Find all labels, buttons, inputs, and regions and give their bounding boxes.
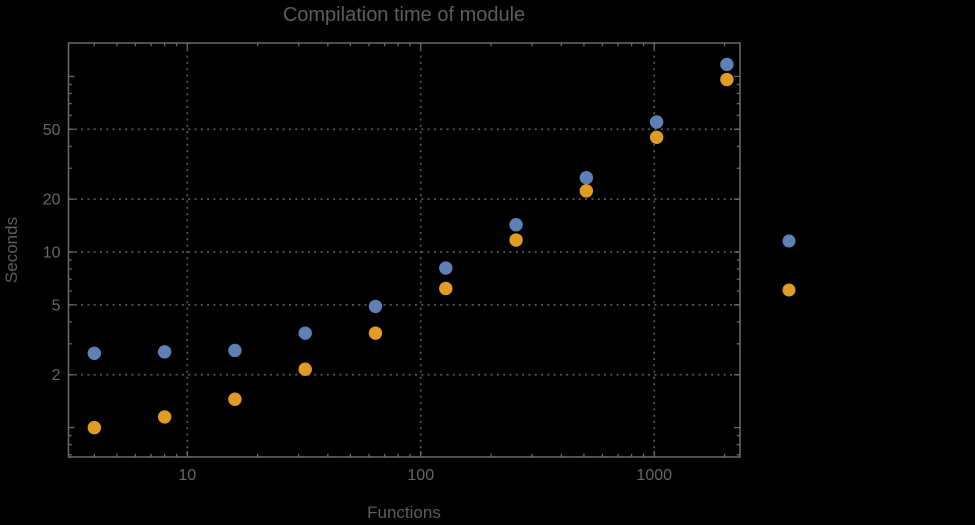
data-point-series-2-orange-x128 (439, 281, 453, 296)
plot-frame (67, 42, 741, 458)
x-tick-label-10: 10 (178, 467, 196, 484)
data-point-series-1-blue-x32 (298, 326, 312, 340)
y-tick-label-10: 10 (43, 245, 61, 262)
y-tick-label-2: 2 (52, 367, 61, 384)
data-point-series-1-blue-x64 (368, 299, 383, 314)
x-axis-label: Functions (367, 503, 441, 522)
data-point-series-1-blue-x2048 (720, 57, 734, 72)
data-point-series-2-orange-x4 (87, 420, 102, 435)
data-point-series-1-blue-x128 (439, 261, 453, 275)
data-point-series-2-orange-x16 (228, 392, 242, 406)
data-point-series-1-blue-x16 (228, 343, 242, 358)
data-point-series-2-orange-x256 (509, 233, 523, 247)
data-point-series-1-blue-x8 (157, 345, 172, 359)
chart-title: Compilation time of module (282, 4, 526, 26)
x-tick-label-1000: 1000 (636, 467, 672, 484)
data-point-series-2-orange-x8 (157, 410, 172, 424)
data-point-series-1-blue-x256 (509, 218, 523, 232)
data-point-series-1-blue-x1024 (649, 115, 664, 129)
data-point-series-1-blue-x4 (87, 346, 102, 360)
legend-marker-series-2 (782, 283, 796, 297)
data-point-series-2-orange-x32 (298, 362, 312, 376)
x-tick-label-100: 100 (407, 467, 434, 484)
y-tick-label-20: 20 (43, 192, 61, 209)
data-point-series-2-orange-x64 (368, 326, 383, 340)
data-point-series-2-orange-x1024 (649, 130, 664, 145)
y-tick-label-5: 5 (52, 297, 61, 314)
legend-marker-series-1 (782, 234, 796, 248)
data-point-series-2-orange-x2048 (720, 72, 734, 87)
data-point-series-2-orange-x512 (579, 184, 594, 198)
data-point-series-1-blue-x512 (579, 170, 594, 185)
y-tick-label-50: 50 (43, 122, 61, 139)
